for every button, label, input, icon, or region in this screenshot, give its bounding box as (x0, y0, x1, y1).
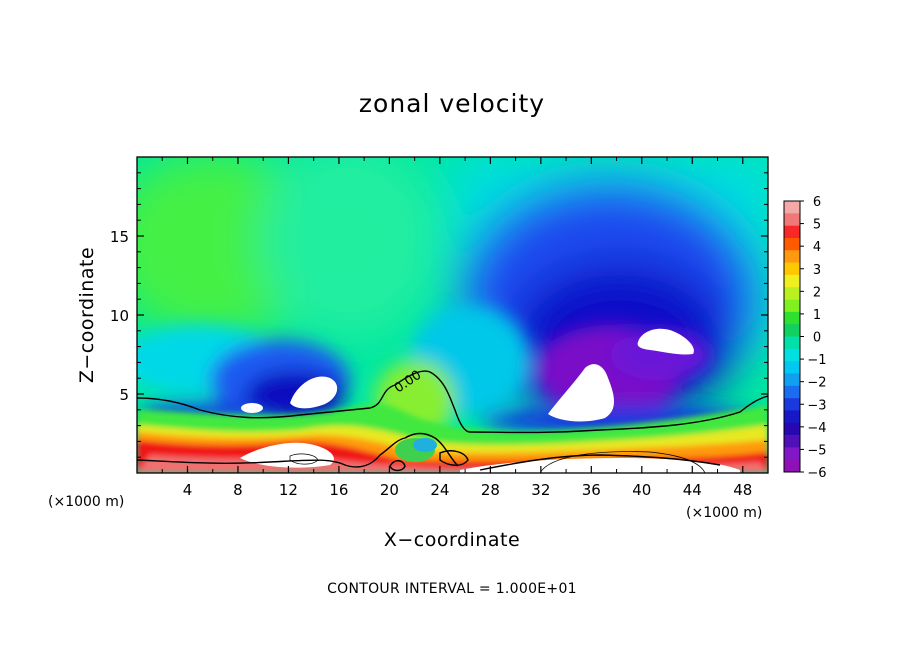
x-axis-label: X−coordinate (384, 529, 520, 551)
colorbar-swatch (784, 274, 800, 288)
colorbar-swatch (784, 336, 800, 350)
colorbar-swatch (784, 447, 800, 460)
field-cyan-pocket (413, 438, 437, 452)
field-white-blob-small (241, 403, 263, 413)
field-white-blob-center (548, 364, 614, 422)
x-origin-unit: (×1000 m) (48, 494, 124, 510)
chart-title: zonal velocity (359, 89, 545, 118)
x-tick-label: 8 (233, 481, 243, 499)
colorbar-label: 3 (813, 263, 821, 278)
field-white-surface-left (240, 442, 334, 468)
colorbar-label: −5 (807, 443, 826, 458)
x-tick-label: 48 (733, 481, 752, 499)
field-mint-middle (260, 157, 440, 340)
y-tick-label: 15 (110, 228, 129, 246)
x-tick-label: 12 (279, 481, 298, 499)
x-tick-label: 16 (329, 481, 348, 499)
field-white-blob-left (290, 376, 338, 409)
colorbar-label: 2 (813, 285, 821, 300)
colorbar-swatch (784, 410, 800, 424)
x-tick-label: 28 (481, 481, 500, 499)
colorbar-swatch (784, 398, 800, 411)
colorbar-swatch (784, 201, 800, 214)
colorbar-swatch (784, 348, 800, 362)
colorbar-label: −4 (807, 421, 826, 436)
x-tick-label: 4 (183, 481, 193, 499)
zero-contour (137, 370, 768, 472)
field-white-surface-right (460, 458, 740, 473)
colorbar-label: 0 (813, 331, 821, 346)
colorbar-swatch (784, 324, 800, 337)
colorbar-swatch (784, 225, 800, 239)
colorbar-label: −1 (807, 353, 826, 368)
colorbar-label: −6 (807, 466, 826, 481)
colorbar-label: 6 (813, 195, 821, 210)
x-axis-ticks: 4 8 12 16 20 24 28 32 36 40 44 48 (161, 157, 752, 499)
colorbar-swatch (784, 299, 800, 313)
colorbar-label: 1 (813, 308, 821, 323)
x-tick-label: 24 (430, 481, 449, 499)
colorbar-swatch (784, 385, 800, 399)
x-tick-label: 32 (531, 481, 550, 499)
colorbar-swatch (784, 435, 800, 448)
colorbar-swatch (784, 250, 800, 263)
colorbar-swatch (784, 459, 800, 473)
contour-interval-note: CONTOUR INTERVAL = 1.000E+01 (327, 581, 577, 597)
x-tick-label: 40 (632, 481, 651, 499)
colorbar-swatch (784, 422, 800, 436)
colorbar-label: 5 (813, 218, 821, 233)
colorbar-swatch (784, 373, 800, 387)
colorbar-label: −2 (807, 376, 826, 391)
colorbar-swatch (784, 287, 800, 300)
colorbar: 6 5 4 3 2 1 0 −1 −2 −3 −4 −5 −6 (783, 195, 827, 481)
y-tick-label: 5 (119, 386, 129, 404)
colorbar-label: 4 (813, 240, 821, 255)
y-axis-label: Z−coordinate (76, 247, 98, 383)
colorbar-swatch (784, 311, 800, 325)
colorbar-swatch (784, 213, 800, 226)
x-tick-label: 44 (683, 481, 702, 499)
x-tick-label: 20 (380, 481, 399, 499)
colorbar-label: −3 (807, 398, 826, 413)
x-axis-unit: (×1000 m) (686, 505, 762, 521)
colorbar-swatch (784, 262, 800, 276)
plot-area: 0.00 (137, 157, 768, 473)
thin-contour (289, 451, 706, 473)
x-tick-label: 36 (582, 481, 601, 499)
field-white-blob-right (637, 328, 694, 355)
colorbar-swatch (784, 237, 800, 251)
y-axis-ticks: 5 10 15 (110, 172, 768, 458)
y-tick-label: 10 (110, 307, 129, 325)
colorbar-swatch (784, 361, 800, 374)
